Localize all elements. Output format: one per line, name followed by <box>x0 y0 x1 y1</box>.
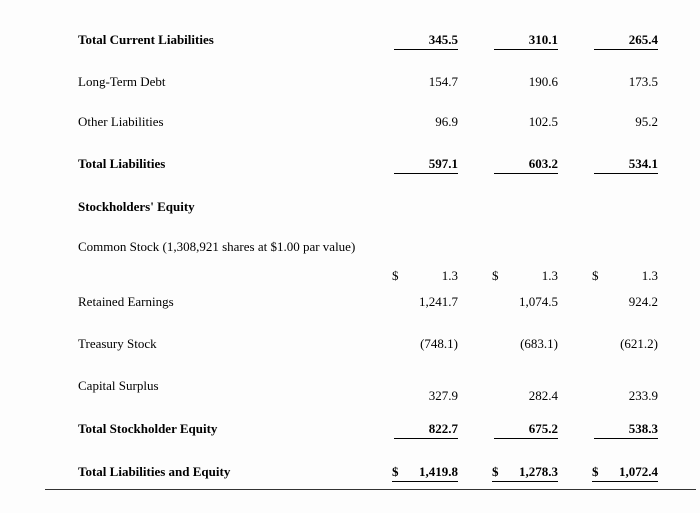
value-cell: 282.4 <box>528 388 558 403</box>
value-cell: 173.5 <box>628 74 658 89</box>
currency-symbol: $ <box>592 464 599 479</box>
row-label: Long-Term Debt <box>78 74 166 89</box>
value-cell: $1.3 <box>592 268 658 283</box>
value-cell: 538.3 <box>558 421 658 439</box>
row-label: Total Current Liabilities <box>78 32 214 47</box>
currency-symbol: $ <box>492 464 499 479</box>
value-cell: 1,241.7 <box>419 294 458 309</box>
row-label: Total Liabilities <box>78 156 166 171</box>
value-cell: $1.3 <box>492 268 558 283</box>
value-cell: (748.1) <box>420 336 458 351</box>
currency-symbol: $ <box>392 464 399 479</box>
table-row: Common Stock (1,308,921 shares at $1.00 … <box>78 239 658 255</box>
row-label: Retained Earnings <box>78 294 174 309</box>
table-row: Total Current Liabilities 345.5 310.1 26… <box>78 32 658 50</box>
value-cell: 310.1 <box>458 32 558 50</box>
table-row: Treasury Stock (748.1) (683.1) (621.2) <box>78 336 658 352</box>
row-label: Capital Surplus <box>78 378 159 393</box>
currency-symbol: $ <box>492 268 499 283</box>
value-cell: 327.9 <box>428 388 458 403</box>
value-columns: 822.7 675.2 538.3 <box>358 421 658 439</box>
value-cell: 190.6 <box>528 74 558 89</box>
currency-symbol: $ <box>392 268 399 283</box>
row-label: Other Liabilities <box>78 114 164 129</box>
value-cell: 345.5 <box>358 32 458 50</box>
section-header-row: Stockholders' Equity <box>78 199 658 215</box>
value-cell: 95.2 <box>635 114 658 129</box>
row-label: Treasury Stock <box>78 336 157 351</box>
value-cell: 102.5 <box>528 114 558 129</box>
bottom-divider <box>45 489 696 490</box>
value-cell: $1.3 <box>392 268 458 283</box>
table-row: Total Stockholder Equity 822.7 675.2 538… <box>78 421 658 439</box>
row-label: Common Stock (1,308,921 shares at $1.00 … <box>78 239 356 254</box>
value-columns: $1.3 $1.3 $1.3 <box>358 268 658 284</box>
value-cell: 822.7 <box>358 421 458 439</box>
table-row: Capital Surplus 327.9 282.4 233.9 <box>78 378 658 403</box>
value-cell: 1,074.5 <box>519 294 558 309</box>
value-cell: 675.2 <box>458 421 558 439</box>
value-columns: (748.1) (683.1) (621.2) <box>358 336 658 352</box>
section-header: Stockholders' Equity <box>78 199 195 214</box>
value-cell: 154.7 <box>428 74 458 89</box>
currency-symbol: $ <box>592 268 599 283</box>
row-label: Total Stockholder Equity <box>78 421 218 436</box>
value-columns: $1,419.8 $1,278.3 $1,072.4 <box>358 464 658 482</box>
table-row: Other Liabilities 96.9 102.5 95.2 <box>78 114 658 130</box>
value-columns: 1,241.7 1,074.5 924.2 <box>358 294 658 310</box>
value-cell: 96.9 <box>435 114 458 129</box>
value-cell: $1,278.3 <box>458 464 558 482</box>
value-cell: 265.4 <box>558 32 658 50</box>
table-row: Long-Term Debt 154.7 190.6 173.5 <box>78 74 658 90</box>
table-row: Total Liabilities 597.1 603.2 534.1 <box>78 156 658 174</box>
value-cell: $1,072.4 <box>558 464 658 482</box>
value-columns: 345.5 310.1 265.4 <box>358 32 658 50</box>
value-cell: 924.2 <box>628 294 658 309</box>
value-cell: 534.1 <box>558 156 658 174</box>
value-cell: (621.2) <box>620 336 658 351</box>
table-row: Retained Earnings 1,241.7 1,074.5 924.2 <box>78 294 658 310</box>
value-cell: $1,419.8 <box>358 464 458 482</box>
value-columns: 327.9 282.4 233.9 <box>358 388 658 404</box>
value-columns: 597.1 603.2 534.1 <box>358 156 658 174</box>
table-row: $1.3 $1.3 $1.3 <box>78 268 658 284</box>
table-row: Total Liabilities and Equity $1,419.8 $1… <box>78 464 658 482</box>
value-cell: 233.9 <box>628 388 658 403</box>
value-columns: 96.9 102.5 95.2 <box>358 114 658 130</box>
value-cell: 603.2 <box>458 156 558 174</box>
value-cell: (683.1) <box>520 336 558 351</box>
value-columns: 154.7 190.6 173.5 <box>358 74 658 90</box>
row-label: Total Liabilities and Equity <box>78 464 231 479</box>
value-cell: 597.1 <box>358 156 458 174</box>
